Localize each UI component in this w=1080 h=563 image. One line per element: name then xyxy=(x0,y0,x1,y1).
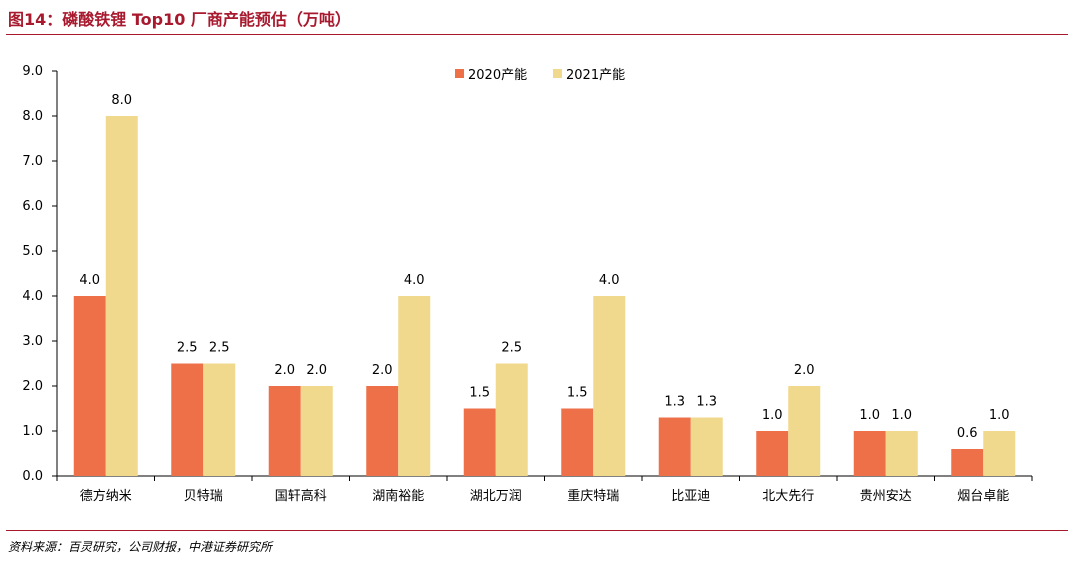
legend-swatch xyxy=(553,69,562,78)
x-category-label: 比亚迪 xyxy=(671,489,710,504)
source-divider xyxy=(6,530,1068,531)
x-category-label: 德方纳米 xyxy=(80,488,132,504)
bar-data-label: 2.0 xyxy=(306,363,327,378)
bar-2021 xyxy=(983,431,1016,476)
bar-data-label: 1.5 xyxy=(469,386,490,401)
y-tick-label: 0.0 xyxy=(22,469,43,484)
bar-chart: 0.0 1.0 2.0 3.0 4.0 5.0 6.0 7.0 8.0 9.0 4.0 8.0 德方纳米… xyxy=(22,64,1033,504)
x-category-label: 国轩高科 xyxy=(275,488,327,504)
y-tick-label: 5.0 xyxy=(22,244,43,259)
bar-data-label: 2.5 xyxy=(177,341,198,356)
bar-2021 xyxy=(495,363,528,476)
bar-2020 xyxy=(463,408,496,476)
bar-2020 xyxy=(73,296,106,476)
x-category-label: 烟台卓能 xyxy=(957,489,1009,504)
y-tick-label: 3.0 xyxy=(22,334,43,349)
bar-data-label: 4.0 xyxy=(404,273,425,288)
bar-data-label: 1.3 xyxy=(664,395,685,410)
bar-2020 xyxy=(268,386,301,476)
y-tick-label: 7.0 xyxy=(22,154,43,169)
bar-data-label: 2.0 xyxy=(794,363,815,378)
bar-data-label: 0.6 xyxy=(957,426,978,441)
y-tick-label: 8.0 xyxy=(22,109,43,124)
bar-2021 xyxy=(203,363,236,476)
y-tick-label: 1.0 xyxy=(22,424,43,439)
bar-data-label: 4.0 xyxy=(79,273,100,288)
y-tick-label: 4.0 xyxy=(22,289,43,304)
bar-2021 xyxy=(105,116,138,476)
legend-label: 2021产能 xyxy=(566,68,625,83)
chart-figure-title: 图14：磷酸铁锂 Top10 厂商产能预估（万吨） xyxy=(8,10,351,29)
source-note: 资料来源：百灵研究，公司财报，中港证券研究所 xyxy=(8,540,273,554)
bar-data-label: 1.5 xyxy=(567,386,588,401)
bar-2020 xyxy=(951,449,984,476)
bar-data-label: 1.3 xyxy=(696,395,717,410)
bar-data-label: 2.5 xyxy=(501,341,522,356)
bar-2021 xyxy=(593,296,626,476)
bar-2021 xyxy=(885,431,918,476)
bar-2020 xyxy=(658,417,691,476)
bar-data-label: 1.0 xyxy=(859,408,880,423)
y-tick-label: 9.0 xyxy=(22,64,43,79)
bar-2020 xyxy=(561,408,594,476)
y-tick-label: 2.0 xyxy=(22,379,43,394)
x-category-label: 湖北万润 xyxy=(470,489,522,504)
bar-data-label: 8.0 xyxy=(111,93,132,108)
x-category-label: 贝特瑞 xyxy=(184,489,223,504)
bar-2021 xyxy=(398,296,431,476)
bar-2021 xyxy=(788,386,821,476)
x-category-label: 北大先行 xyxy=(762,489,814,504)
legend-label: 2020产能 xyxy=(468,68,527,83)
bar-2020 xyxy=(853,431,886,476)
bar-2020 xyxy=(366,386,399,476)
title-divider xyxy=(6,34,1068,35)
bar-data-label: 1.0 xyxy=(989,408,1010,423)
bar-data-label: 4.0 xyxy=(599,273,620,288)
bar-2021 xyxy=(690,417,723,476)
y-tick-label: 6.0 xyxy=(22,199,43,214)
bar-2020 xyxy=(171,363,204,476)
x-category-label: 重庆特瑞 xyxy=(567,488,619,504)
bar-2020 xyxy=(756,431,789,476)
x-category-label: 湖南裕能 xyxy=(372,488,424,504)
bar-data-label: 1.0 xyxy=(762,408,783,423)
bar-data-label: 2.0 xyxy=(372,363,393,378)
x-category-label: 贵州安达 xyxy=(860,489,912,504)
bar-data-label: 1.0 xyxy=(891,408,912,423)
bar-2021 xyxy=(300,386,333,476)
bar-data-label: 2.5 xyxy=(209,341,230,356)
bar-data-label: 2.0 xyxy=(274,363,295,378)
legend-swatch xyxy=(455,69,464,78)
